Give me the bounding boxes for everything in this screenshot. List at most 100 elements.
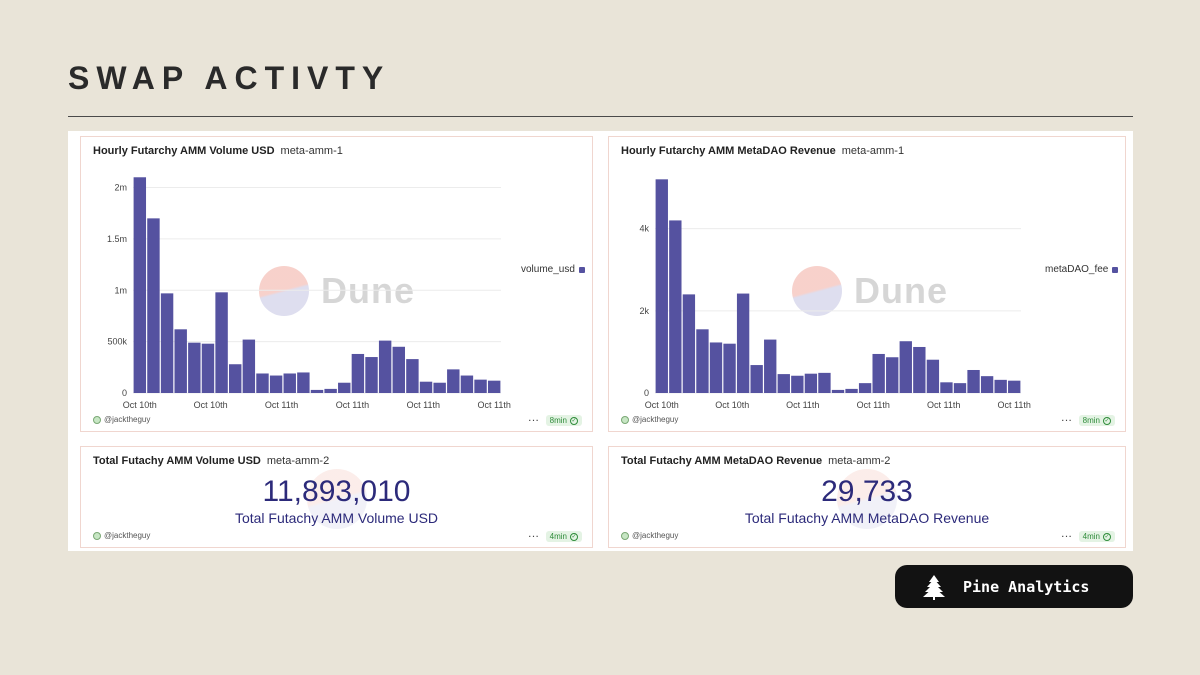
bar[interactable]: [147, 218, 160, 393]
chart-legend[interactable]: volume_usd: [521, 264, 585, 275]
bar[interactable]: [133, 177, 147, 393]
total-volume-card: Total Futachy AMM Volume USD meta-amm-2 1…: [80, 446, 593, 548]
bar[interactable]: [1008, 380, 1021, 393]
user-avatar-icon: [93, 531, 101, 540]
bar[interactable]: [709, 342, 723, 393]
bar[interactable]: [791, 375, 804, 393]
bar[interactable]: [750, 365, 763, 393]
bar[interactable]: [899, 341, 912, 393]
bar[interactable]: [419, 381, 433, 393]
revenue-chart-card: Hourly Futarchy AMM MetaDAO Revenue meta-…: [608, 136, 1126, 432]
x-tick-label: Oct 11th: [786, 400, 819, 410]
x-tick-label: Oct 10th: [194, 400, 228, 410]
bar[interactable]: [406, 359, 419, 393]
bar[interactable]: [967, 369, 980, 393]
more-options-icon[interactable]: ···: [1061, 416, 1073, 425]
more-options-icon[interactable]: ···: [1061, 532, 1073, 541]
bar[interactable]: [696, 329, 709, 393]
refresh-status-badge[interactable]: 8min ✓: [545, 415, 582, 426]
y-tick-label: 1m: [114, 285, 127, 295]
author-link[interactable]: @jacktheguy: [93, 531, 150, 540]
bar[interactable]: [831, 389, 845, 393]
bar[interactable]: [953, 383, 967, 393]
bar[interactable]: [188, 342, 201, 393]
user-avatar-icon: [621, 415, 629, 424]
bar[interactable]: [764, 339, 777, 393]
bar[interactable]: [201, 343, 215, 393]
bar[interactable]: [872, 353, 885, 393]
bar[interactable]: [447, 369, 460, 393]
author-link[interactable]: @jacktheguy: [93, 415, 150, 424]
card-footer-actions: ··· 8min ✓: [1062, 415, 1115, 426]
bar[interactable]: [736, 293, 750, 393]
dune-watermark: Dune: [792, 266, 948, 316]
card-header: Hourly Futarchy AMM MetaDAO Revenue meta-…: [621, 145, 904, 157]
refresh-status-badge[interactable]: 4min ✓: [545, 531, 582, 542]
bar[interactable]: [324, 388, 337, 393]
chart-legend[interactable]: metaDAO_fee: [1045, 264, 1119, 275]
card-subtitle: meta-amm-2: [828, 455, 891, 467]
x-tick-label: Oct 11th: [927, 400, 960, 410]
bar[interactable]: [886, 357, 899, 393]
bar[interactable]: [723, 343, 736, 393]
refresh-age: 8min: [1082, 416, 1100, 425]
pine-analytics-badge: Pine Analytics: [895, 565, 1133, 608]
bar[interactable]: [913, 346, 926, 393]
bar[interactable]: [365, 357, 378, 393]
bar[interactable]: [777, 374, 790, 393]
card-subtitle: meta-amm-1: [841, 145, 905, 157]
author-link[interactable]: @jacktheguy: [621, 415, 678, 424]
bar[interactable]: [655, 179, 668, 393]
bar[interactable]: [256, 373, 269, 393]
watermark-text: Dune: [854, 270, 948, 311]
bar[interactable]: [460, 375, 474, 393]
bar[interactable]: [682, 294, 696, 393]
bar[interactable]: [669, 220, 682, 393]
refresh-status-badge[interactable]: 8min ✓: [1078, 415, 1115, 426]
bar[interactable]: [818, 372, 831, 393]
user-avatar-icon: [93, 415, 101, 424]
dune-logo-icon: [259, 266, 309, 316]
bar[interactable]: [392, 346, 405, 393]
bar[interactable]: [338, 382, 351, 393]
bar[interactable]: [174, 329, 187, 393]
card-title[interactable]: Hourly Futarchy AMM MetaDAO Revenue: [621, 145, 836, 157]
bar[interactable]: [474, 379, 487, 393]
refresh-status-badge[interactable]: 4min ✓: [1078, 531, 1115, 542]
y-tick-label: 1.5m: [107, 234, 127, 244]
bar[interactable]: [433, 382, 446, 393]
card-header: Hourly Futarchy AMM Volume USD meta-amm-1: [93, 145, 343, 157]
bar[interactable]: [980, 376, 994, 393]
bar[interactable]: [804, 373, 818, 393]
bar[interactable]: [242, 339, 256, 393]
bar[interactable]: [229, 364, 242, 393]
bar[interactable]: [351, 353, 365, 393]
dune-logo-icon: [792, 266, 842, 316]
author-link[interactable]: @jacktheguy: [621, 531, 678, 540]
bar[interactable]: [994, 379, 1007, 393]
card-header: Total Futachy AMM Volume USD meta-amm-2: [93, 455, 329, 467]
bar[interactable]: [215, 292, 228, 393]
card-title[interactable]: Total Futachy AMM Volume USD: [93, 455, 261, 467]
bar[interactable]: [297, 372, 310, 393]
more-options-icon[interactable]: ···: [528, 416, 540, 425]
bar[interactable]: [858, 383, 872, 393]
bar[interactable]: [310, 389, 324, 393]
x-tick-label: Oct 11th: [265, 400, 298, 410]
x-tick-label: Oct 11th: [336, 400, 369, 410]
more-options-icon[interactable]: ···: [528, 532, 540, 541]
bar[interactable]: [926, 359, 940, 393]
x-tick-label: Oct 11th: [857, 400, 890, 410]
check-circle-icon: ✓: [570, 416, 578, 425]
bar[interactable]: [283, 373, 296, 393]
card-title[interactable]: Hourly Futarchy AMM Volume USD: [93, 145, 275, 157]
bar[interactable]: [378, 340, 392, 393]
check-circle-icon: ✓: [1103, 416, 1111, 425]
bar[interactable]: [269, 375, 283, 393]
bar[interactable]: [487, 380, 501, 393]
bar[interactable]: [160, 293, 174, 393]
bar[interactable]: [845, 388, 858, 393]
card-header: Total Futachy AMM MetaDAO Revenue meta-am…: [621, 455, 890, 467]
card-title[interactable]: Total Futachy AMM MetaDAO Revenue: [621, 455, 823, 467]
bar[interactable]: [940, 382, 953, 393]
